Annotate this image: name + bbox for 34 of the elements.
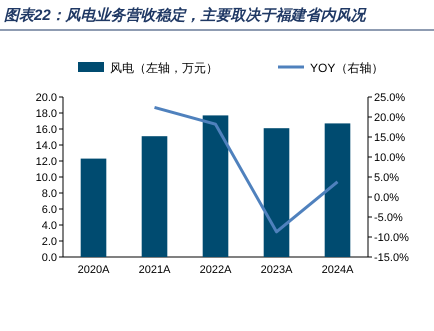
bar — [324, 123, 350, 257]
y2-tick-label: 20.0% — [374, 112, 406, 124]
bar — [142, 136, 168, 257]
x-tick-label: 2023A — [260, 264, 294, 276]
y-tick-label: 6.0 — [42, 204, 57, 216]
y2-tick-label: -15.0% — [374, 252, 410, 264]
legend-label: 风电（左轴，万元） — [110, 61, 218, 75]
y-tick-label: 8.0 — [42, 188, 57, 200]
y2-tick-label: -10.0% — [374, 232, 410, 244]
y2-tick-label: 15.0% — [374, 132, 406, 144]
legend-label: YOY（右轴） — [310, 61, 384, 75]
y-tick-label: 4.0 — [42, 220, 57, 232]
y2-tick-label: 10.0% — [374, 152, 406, 164]
bar — [80, 158, 106, 257]
y-tick-label: 20.0 — [36, 92, 57, 104]
y-tick-label: 16.0 — [36, 124, 57, 136]
x-tick-label: 2022A — [200, 264, 232, 276]
line-series — [153, 106, 339, 234]
y-tick-label: 2.0 — [42, 236, 57, 248]
y-tick-label: 12.0 — [36, 156, 57, 168]
bar — [202, 115, 228, 257]
x-tick-label: 2020A — [78, 264, 110, 276]
y2-tick-label: 0.0% — [374, 192, 400, 204]
y2-tick-label: 25.0% — [374, 92, 406, 104]
y-tick-label: 14.0 — [36, 140, 57, 152]
y2-tick-label: -5.0% — [374, 212, 403, 224]
y-tick-label: 18.0 — [36, 108, 57, 120]
x-tick-label: 2021A — [138, 264, 172, 276]
x-tick-label: 2024A — [322, 264, 354, 276]
bar — [264, 128, 290, 257]
y2-tick-label: 5.0% — [374, 172, 400, 184]
y-tick-label: 0.0 — [42, 252, 57, 264]
y-tick-label: 10.0 — [36, 172, 57, 184]
chart-title: 图表22：风电业务营收稳定，主要取决于福建省内风况 — [4, 6, 368, 24]
